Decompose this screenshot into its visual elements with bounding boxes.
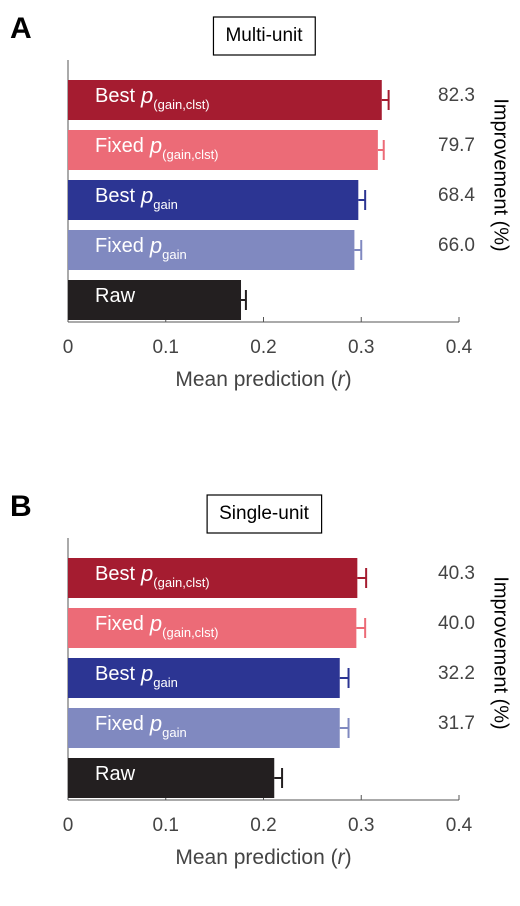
bar-label-var: p [140,561,153,586]
x-axis-label-part: Mean prediction ( [175,846,337,869]
panel-letter: A [10,12,32,45]
bar-label-text: Best [95,85,135,107]
bar-label: Fixed pgain [95,711,187,741]
bar-label-sub: gain [162,247,187,262]
bar-label-sub: gain [153,675,178,690]
x-axis-label-part: Mean prediction ( [175,368,337,391]
x-tick-label: 0.2 [250,337,276,358]
bar-label-sub: gain [153,197,178,212]
x-axis-label-part: ) [345,846,352,869]
improvement-label: 82.3 [438,85,475,106]
improvement-label: 40.3 [438,563,475,584]
x-tick-label: 0.1 [153,815,179,836]
bar-label-text: Raw [95,285,136,307]
bar-label-var: p [149,711,162,736]
title-box [212,16,316,56]
improvement-label: 66.0 [438,235,475,256]
bar [68,180,359,220]
bar-label-text: Fixed [95,235,144,257]
improvement-label: 40.0 [438,613,475,634]
bar-label: Best pgain [95,661,178,691]
x-axis-label-part: r [338,846,346,869]
bar-label: Raw [95,763,136,785]
bar-label-text: Best [95,563,135,585]
x-tick-label: 0.3 [348,337,374,358]
improvement-label: 79.7 [438,135,475,156]
bar-label-sub: (gain,clst) [153,97,209,112]
bar-label-sub: (gain,clst) [153,575,209,590]
x-axis-label-part: r [338,368,346,391]
bar-label-var: p [140,661,153,686]
bar-label-sub: gain [162,725,187,740]
x-tick-label: 0 [63,337,74,358]
x-tick-label: 0.3 [348,815,374,836]
bar-label: Fixed p(gain,clst) [95,133,219,163]
x-tick-label: 0 [63,815,74,836]
x-tick-label: 0.4 [446,337,473,358]
x-tick-label: 0.1 [153,337,179,358]
bar [68,130,378,170]
bar-label-sub: (gain,clst) [162,625,218,640]
bar-label-var: p [149,611,162,636]
improvement-label: 68.4 [438,185,475,206]
bar-label-text: Fixed [95,713,144,735]
bar [68,558,358,598]
panel-title: Multi-unit [225,25,303,46]
bar [68,708,340,748]
improvement-label: 31.7 [438,713,475,734]
x-axis-label-part: ) [345,368,352,391]
bar-label-text: Fixed [95,135,144,157]
bar-label: Best p(gain,clst) [95,83,210,113]
x-tick-label: 0.2 [250,815,276,836]
bar [68,658,340,698]
bar-label: Raw [95,285,136,307]
bar-label-var: p [140,83,153,108]
bar-label-sub: (gain,clst) [162,147,218,162]
bar [68,758,275,798]
panel-letter: B [10,490,32,523]
bar-label-var: p [149,233,162,258]
bar-label-text: Best [95,185,135,207]
bar-label-text: Raw [95,763,136,785]
bar-label-var: p [140,183,153,208]
bar-label: Fixed pgain [95,233,187,263]
title-box [206,494,323,534]
x-axis-label: Mean prediction (r) [175,368,351,391]
x-tick-label: 0.4 [446,815,473,836]
bar-label-var: p [149,133,162,158]
y2-axis-label: Improvement (%) [490,98,512,251]
bar-label: Best p(gain,clst) [95,561,210,591]
bar [68,230,355,270]
x-axis-label: Mean prediction (r) [175,846,351,869]
panel-title: Single-unit [219,503,309,524]
bar-label-text: Fixed [95,613,144,635]
bar-label: Best pgain [95,183,178,213]
bar [68,80,382,120]
bar [68,608,357,648]
bar [68,280,242,320]
y2-axis-label: Improvement (%) [490,576,512,729]
bar-label: Fixed p(gain,clst) [95,611,219,641]
improvement-label: 32.2 [438,663,475,684]
bar-label-text: Best [95,663,135,685]
